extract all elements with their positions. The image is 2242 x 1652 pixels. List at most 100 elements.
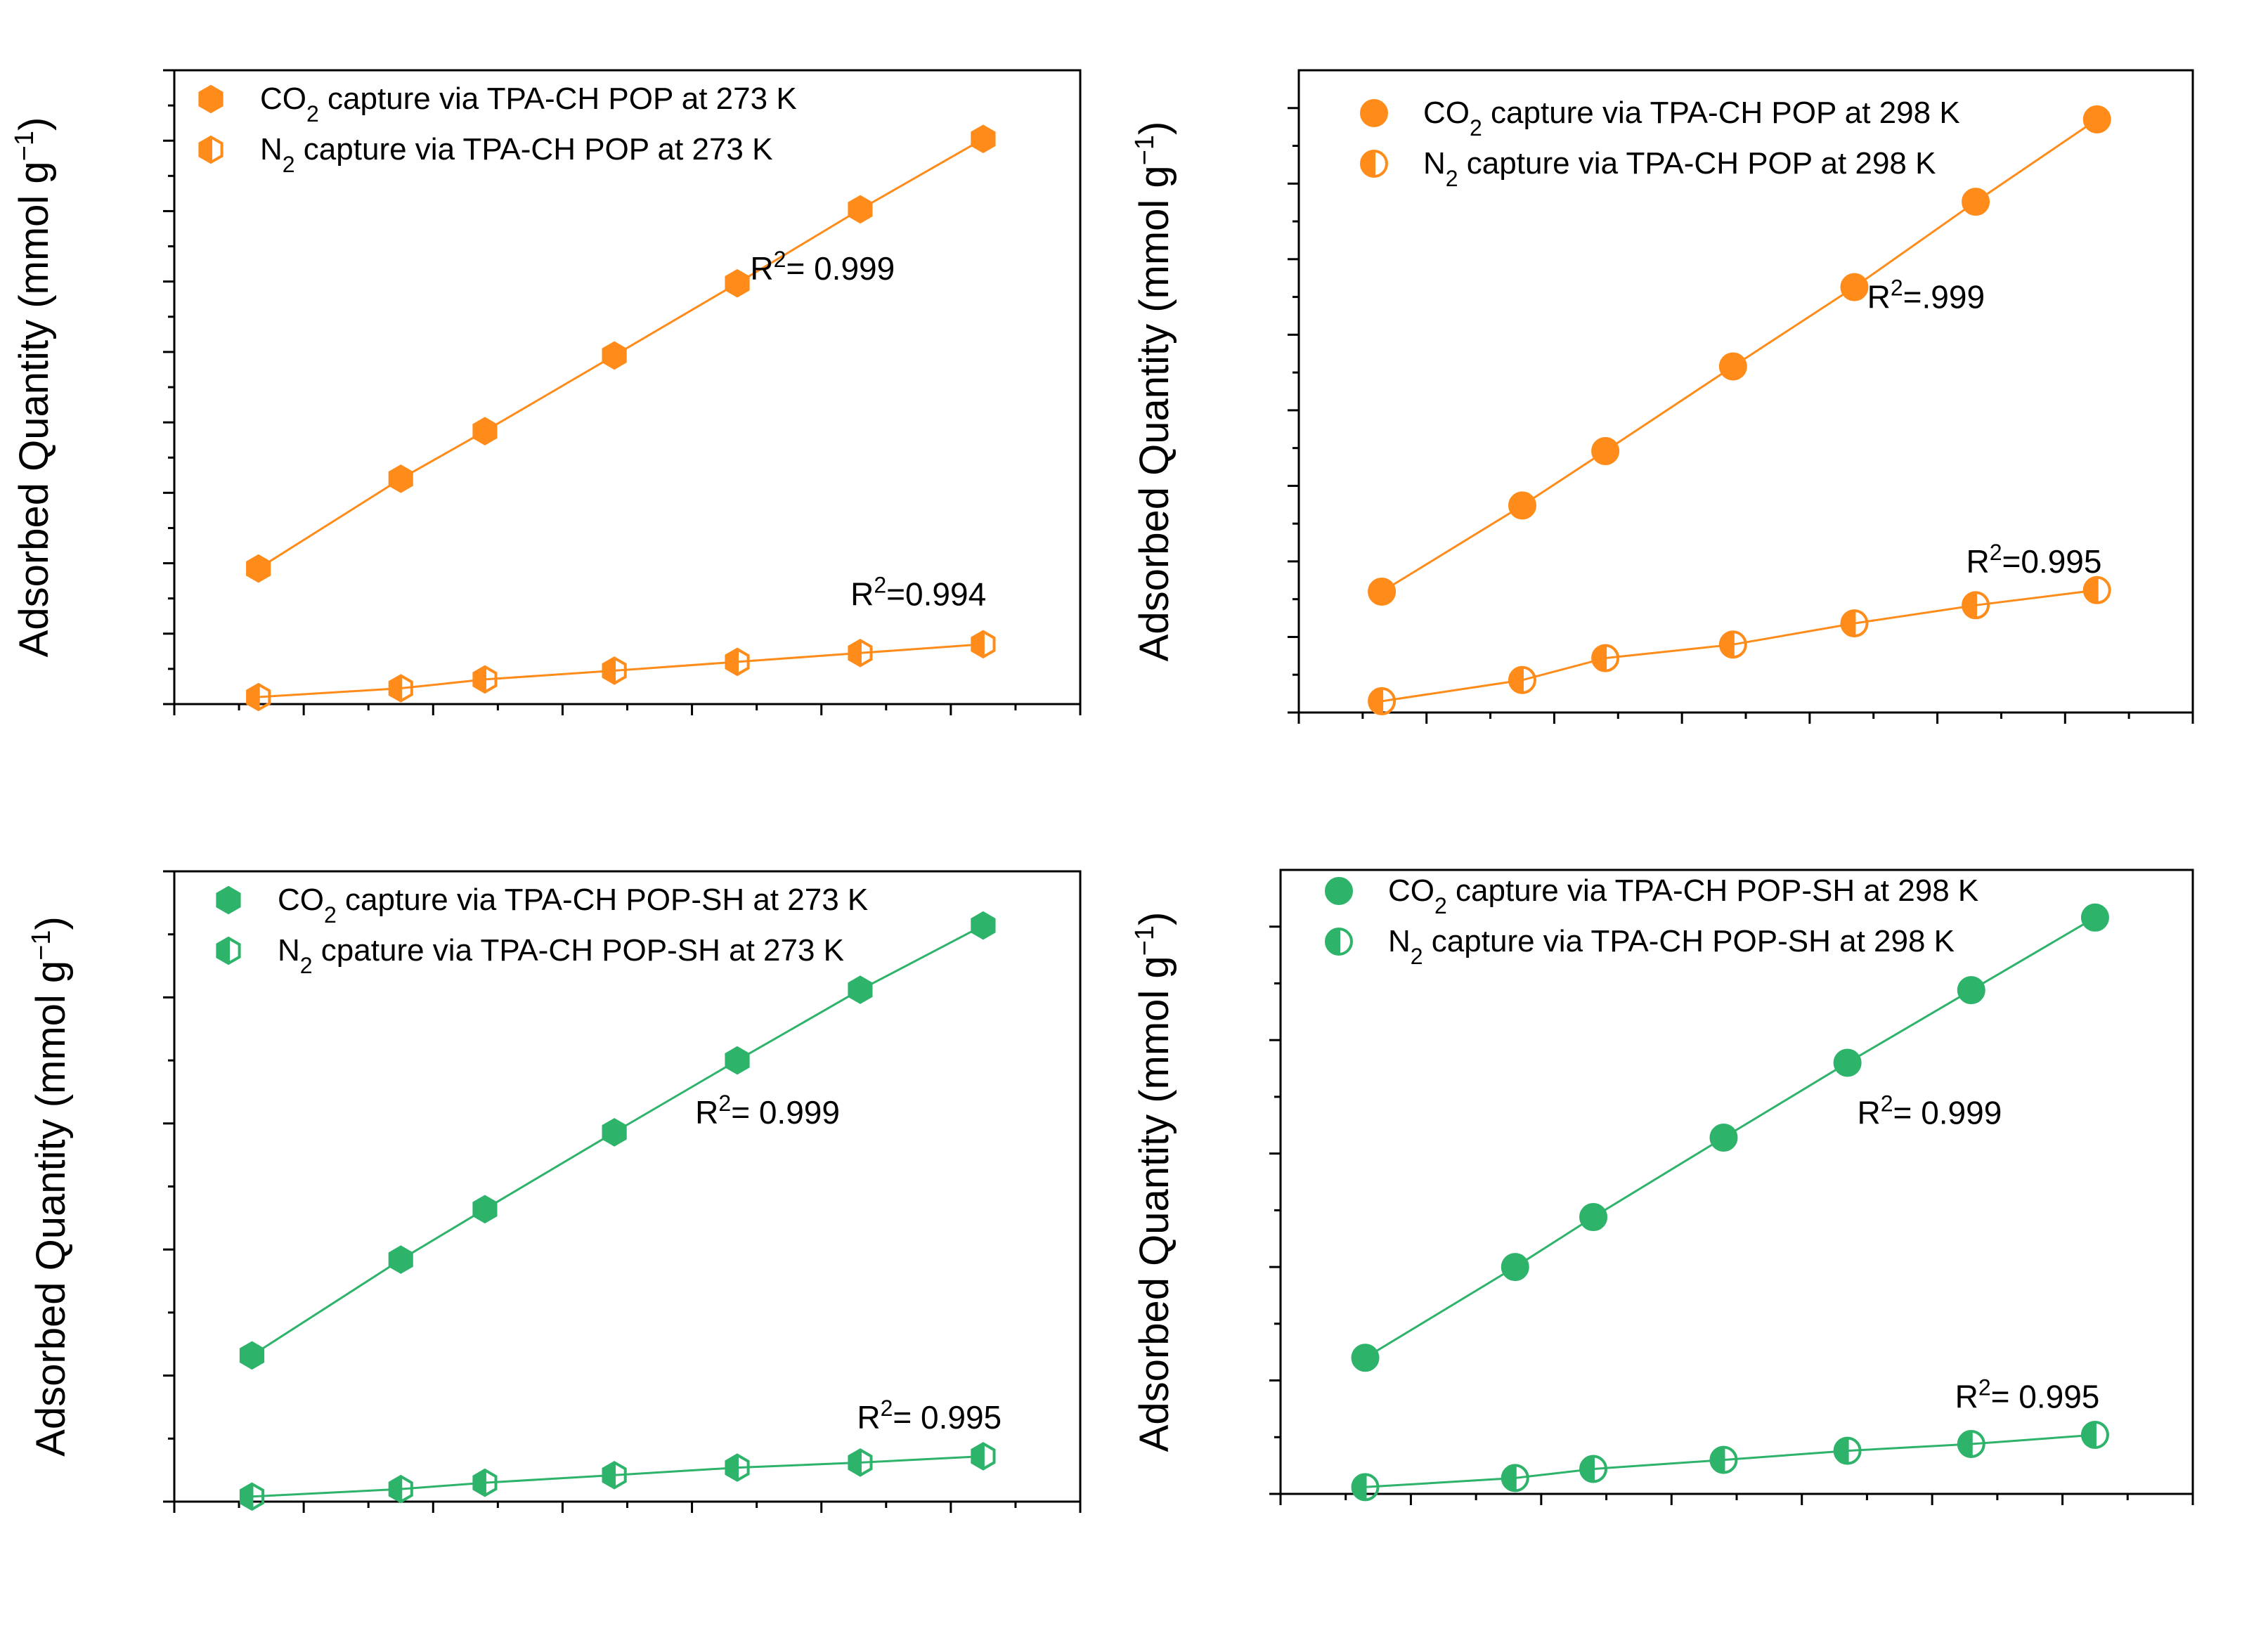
r2-annotation: R2=0.995 xyxy=(1966,540,2101,580)
r2-annotation: R2= 0.999 xyxy=(695,1091,840,1131)
legend-marker xyxy=(198,84,223,114)
legend-entry: N2 capture via TPA-CH POP at 273 K xyxy=(198,132,773,177)
marker-outline xyxy=(246,682,271,712)
legend-label-sub: 2 xyxy=(1434,893,1447,918)
data-point xyxy=(1718,630,1747,659)
legend-marker xyxy=(1360,150,1388,178)
data-point xyxy=(848,638,873,668)
data-point xyxy=(1501,1464,1529,1492)
r2-value: =0.995 xyxy=(2002,543,2101,580)
r2-base: R xyxy=(850,576,874,613)
legend-label-sub: 2 xyxy=(1446,166,1458,191)
legend-entry: CO2 capture via TPA-CH POP-SH at 273 K xyxy=(216,883,868,928)
legend-entry: N2 capture via TPA-CH POP-SH at 298 K xyxy=(1325,924,1955,969)
r2-base: R xyxy=(1955,1378,1978,1414)
data-point xyxy=(725,1453,750,1482)
data-point xyxy=(1833,1436,1862,1465)
legend-label: CO2 capture via TPA-CH POP-SH at 273 K xyxy=(278,883,868,928)
legend-marker xyxy=(216,936,241,965)
legend-label-pre: CO xyxy=(278,883,324,917)
data-point xyxy=(1840,609,1869,638)
legend-entry: N2 cpature via TPA-CH POP-SH at 273 K xyxy=(216,933,844,978)
data-point xyxy=(472,1195,498,1224)
data-point xyxy=(2080,1421,2109,1450)
series-co2: R2= 0.999 xyxy=(246,124,996,583)
r2-annotation: R2=0.994 xyxy=(850,573,986,613)
data-point xyxy=(1579,1455,1608,1483)
data-point xyxy=(1709,1124,1738,1152)
data-point xyxy=(848,195,873,224)
y-axis-title: Adsorbed Quantity (mmol g−1) xyxy=(1130,912,1177,1452)
legend-label-post: capture via TPA-CH POP at 298 K xyxy=(1458,146,1936,181)
legend-label: CO2 capture via TPA-CH POP at 298 K xyxy=(1423,96,1960,141)
data-point xyxy=(239,1482,265,1511)
r2-sup: 2 xyxy=(1881,1091,1893,1117)
data-point xyxy=(239,1341,265,1370)
data-point xyxy=(472,417,498,445)
data-point xyxy=(971,1442,996,1471)
data-point xyxy=(1368,687,1397,715)
series-n2: R2=0.995 xyxy=(1368,540,2111,715)
r2-sup: 2 xyxy=(874,573,886,598)
series-n2: R2= 0.995 xyxy=(239,1396,1002,1511)
legend-label-sub: 2 xyxy=(1411,944,1423,969)
legend-label-post: capture via TPA-CH POP at 273 K xyxy=(319,82,797,116)
y-axis-title: Adsorbed Quantity (mmol g−1) xyxy=(1130,122,1177,662)
legend-label-pre: N xyxy=(1388,924,1411,958)
legend-label-post: capture via TPA-CH POP-SH at 298 K xyxy=(1423,924,1955,958)
data-point xyxy=(388,1245,413,1274)
data-point xyxy=(971,124,996,154)
chart-panel-c: Adsorbed Quantity (mmol g−1)R2= 0.999CO2… xyxy=(27,870,1082,1513)
chart-panel-a: Adsorbed Quantity (mmol g−1)R2= 0.999CO2… xyxy=(10,69,1082,715)
y-axis-title-close: ) xyxy=(1132,912,1177,925)
legend-label-post: cpature via TPA-CH POP-SH at 273 K xyxy=(313,933,844,968)
data-point xyxy=(388,1474,413,1504)
legend-label-sub: 2 xyxy=(324,902,337,928)
y-axis-title-main: Adsorbed Quantity (mmol g xyxy=(1132,165,1177,661)
marker-outline xyxy=(848,1448,873,1477)
series-co2: R2=.999 xyxy=(1368,105,2111,606)
data-point xyxy=(1709,1445,1738,1474)
data-point xyxy=(1508,665,1536,694)
data-point xyxy=(971,911,996,940)
r2-value: =.999 xyxy=(1903,279,1985,316)
marker-outline xyxy=(472,1468,498,1497)
r2-sup: 2 xyxy=(1990,540,2002,565)
data-point xyxy=(602,1118,627,1147)
r2-sup: 2 xyxy=(1891,275,1903,301)
legend-entry: CO2 capture via TPA-CH POP at 298 K xyxy=(1360,96,1960,141)
legend-entry: N2 capture via TPA-CH POP at 298 K xyxy=(1360,146,1936,191)
data-point xyxy=(1833,1048,1862,1077)
data-point xyxy=(848,975,873,1004)
legend-marker xyxy=(1325,877,1353,905)
r2-base: R xyxy=(857,1399,880,1436)
data-point xyxy=(725,647,750,677)
legend-label-pre: CO xyxy=(1423,96,1470,130)
legend-label-pre: N xyxy=(278,933,300,968)
y-axis-title-close: ) xyxy=(1132,122,1177,135)
legend-entry: CO2 capture via TPA-CH POP at 273 K xyxy=(198,82,797,126)
r2-base: R xyxy=(695,1094,718,1131)
data-point xyxy=(1579,1203,1608,1232)
series-co2: R2= 0.999 xyxy=(239,911,996,1370)
data-point xyxy=(602,341,627,370)
legend-label-pre: N xyxy=(1423,146,1446,181)
r2-annotation: R2= 0.995 xyxy=(857,1396,1002,1436)
marker-outline xyxy=(388,674,413,703)
legend-label: N2 cpature via TPA-CH POP-SH at 273 K xyxy=(278,933,844,978)
legend-label: N2 capture via TPA-CH POP-SH at 298 K xyxy=(1388,924,1955,969)
legend-label-post: capture via TPA-CH POP at 273 K xyxy=(295,132,773,167)
data-point xyxy=(602,1460,627,1490)
r2-sup: 2 xyxy=(774,247,786,272)
r2-value: = 0.999 xyxy=(786,250,895,287)
legend-label-sub: 2 xyxy=(306,101,319,126)
y-axis-title-sup: −1 xyxy=(10,131,39,161)
legend-label-sub: 2 xyxy=(300,953,313,978)
data-point xyxy=(2080,903,2109,932)
r2-base: R xyxy=(1867,279,1891,316)
y-axis-title: Adsorbed Quantity (mmol g−1) xyxy=(27,916,74,1457)
data-point xyxy=(2082,105,2111,134)
legend-label-sub: 2 xyxy=(1470,115,1482,141)
